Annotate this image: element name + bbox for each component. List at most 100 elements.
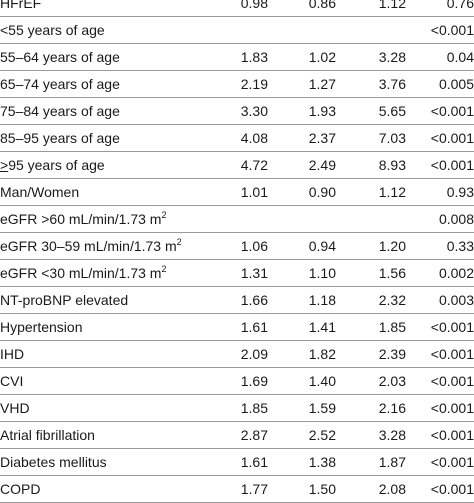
table-row: Diabetes mellitus 1.61 1.38 1.87 <0.001	[0, 448, 474, 476]
row-label: eGFR >60 mL/min/1.73 m2	[0, 205, 198, 233]
p-value: 0.33	[410, 232, 474, 260]
row-label: 75–84 years of age	[0, 97, 198, 125]
row-label-text: 95 years of age	[8, 157, 105, 173]
ci-lower-value: 1.40	[272, 367, 340, 395]
row-label-text: <55 years of age	[0, 22, 105, 38]
ci-lower-value	[272, 205, 340, 233]
odds-ratio-value: 1.85	[198, 394, 272, 422]
superscript: 2	[161, 264, 167, 274]
row-label-text: 65–74 years of age	[0, 76, 120, 92]
table-row: >95 years of age 4.72 2.49 8.93 <0.001	[0, 151, 474, 179]
p-value: 0.005	[410, 70, 474, 98]
ci-upper-value	[340, 205, 410, 233]
row-label: 55–64 years of age	[0, 43, 198, 71]
ci-upper-value	[340, 16, 410, 44]
odds-ratio-value: 2.09	[198, 340, 272, 368]
row-label-text: 75–84 years of age	[0, 103, 120, 119]
p-value: <0.001	[410, 16, 474, 44]
ci-lower-value: 2.52	[272, 421, 340, 449]
row-label: 85–95 years of age	[0, 124, 198, 152]
row-label: >95 years of age	[0, 151, 198, 179]
row-label: Hypertension	[0, 313, 198, 341]
row-label: NT-proBNP elevated	[0, 286, 198, 314]
row-label-text: Diabetes mellitus	[0, 454, 107, 470]
table-row: 75–84 years of age 3.30 1.93 5.65 <0.001	[0, 97, 474, 125]
table-row: Atrial fibrillation 2.87 2.52 3.28 <0.001	[0, 421, 474, 449]
row-label-text: Atrial fibrillation	[0, 427, 95, 443]
row-label-text: IHD	[0, 346, 25, 362]
ci-lower-value: 1.82	[272, 340, 340, 368]
p-value: <0.001	[410, 421, 474, 449]
p-value: 0.002	[410, 259, 474, 287]
odds-ratio-value: 1.77	[198, 475, 272, 503]
ci-upper-value: 1.20	[340, 232, 410, 260]
ci-upper-value: 1.12	[340, 178, 410, 206]
p-value: 0.008	[410, 205, 474, 233]
ci-upper-value: 2.16	[340, 394, 410, 422]
odds-ratio-value	[198, 16, 272, 44]
p-value: 0.93	[410, 178, 474, 206]
ci-lower-value: 1.18	[272, 286, 340, 314]
ci-upper-value: 2.03	[340, 367, 410, 395]
ci-lower-value: 2.49	[272, 151, 340, 179]
odds-ratio-value: 1.06	[198, 232, 272, 260]
ci-upper-value: 2.39	[340, 340, 410, 368]
row-label-text: Hypertension	[0, 319, 83, 335]
table-row: HFrEF 0.98 0.86 1.12 0.76	[0, 0, 474, 17]
table-row: eGFR >60 mL/min/1.73 m2 0.008	[0, 205, 474, 233]
table-row: IHD 2.09 1.82 2.39 <0.001	[0, 340, 474, 368]
table-row: VHD 1.85 1.59 2.16 <0.001	[0, 394, 474, 422]
ci-upper-value: 8.93	[340, 151, 410, 179]
ci-upper-value: 1.12	[340, 0, 410, 17]
row-label: COPD	[0, 475, 198, 503]
ci-upper-value: 1.87	[340, 448, 410, 476]
p-value: <0.001	[410, 151, 474, 179]
row-label-text: VHD	[0, 400, 30, 416]
p-value: <0.001	[410, 340, 474, 368]
ci-upper-value: 5.65	[340, 97, 410, 125]
odds-ratio-value: 3.30	[198, 97, 272, 125]
ci-lower-value: 1.50	[272, 475, 340, 503]
ci-lower-value: 1.59	[272, 394, 340, 422]
ci-upper-value: 7.03	[340, 124, 410, 152]
row-label: eGFR 30–59 mL/min/1.73 m2	[0, 232, 198, 260]
row-label: HFrEF	[0, 0, 198, 17]
row-label-text: eGFR <30 mL/min/1.73 m	[0, 265, 162, 281]
ci-lower-value: 0.94	[272, 232, 340, 260]
odds-ratio-value: 1.61	[198, 448, 272, 476]
p-value: <0.001	[410, 394, 474, 422]
table-row: COPD 1.77 1.50 2.08 <0.001	[0, 475, 474, 503]
row-label: Diabetes mellitus	[0, 448, 198, 476]
greater-equal-symbol: >	[0, 157, 9, 173]
ci-upper-value: 1.56	[340, 259, 410, 287]
p-value: 0.003	[410, 286, 474, 314]
odds-ratio-value: 4.72	[198, 151, 272, 179]
odds-ratio-value: 1.31	[198, 259, 272, 287]
odds-ratio-value: 1.66	[198, 286, 272, 314]
row-label: Man/Women	[0, 178, 198, 206]
odds-ratio-value: 0.98	[198, 0, 272, 17]
odds-ratio-value: 4.08	[198, 124, 272, 152]
odds-ratio-value: 1.83	[198, 43, 272, 71]
row-label: 65–74 years of age	[0, 70, 198, 98]
row-label-text: COPD	[0, 481, 41, 497]
superscript: 2	[161, 210, 167, 220]
row-label-text: eGFR >60 mL/min/1.73 m	[0, 211, 162, 227]
ci-upper-value: 3.28	[340, 421, 410, 449]
table-row: 85–95 years of age 4.08 2.37 7.03 <0.001	[0, 124, 474, 152]
row-label: VHD	[0, 394, 198, 422]
ci-lower-value: 1.93	[272, 97, 340, 125]
row-label-text: CVI	[0, 373, 24, 389]
p-value: <0.001	[410, 475, 474, 503]
odds-ratio-value: 1.01	[198, 178, 272, 206]
table-row: eGFR <30 mL/min/1.73 m2 1.31 1.10 1.56 0.002	[0, 259, 474, 287]
ci-lower-value: 1.41	[272, 313, 340, 341]
table-row: eGFR 30–59 mL/min/1.73 m2 1.06 0.94 1.20 0.3…	[0, 232, 474, 260]
row-label-text: HFrEF	[0, 0, 42, 11]
table-row: 55–64 years of age 1.83 1.02 3.28 0.04	[0, 43, 474, 71]
table-row: Hypertension 1.61 1.41 1.85 <0.001	[0, 313, 474, 341]
ci-lower-value: 2.37	[272, 124, 340, 152]
ci-lower-value: 1.38	[272, 448, 340, 476]
row-label: CVI	[0, 367, 198, 395]
